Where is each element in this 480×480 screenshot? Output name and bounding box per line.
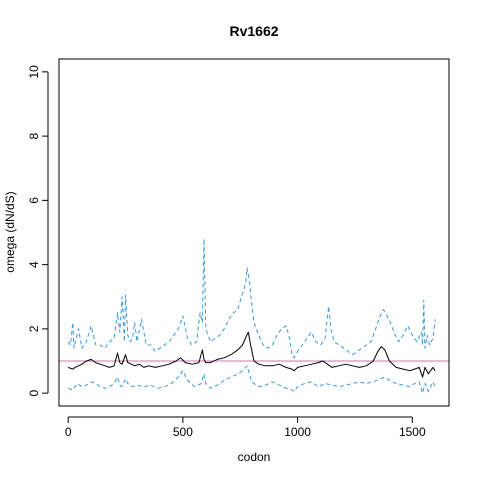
y-tick-label: 6 [27, 197, 41, 204]
x-tick-label: 0 [65, 425, 72, 439]
y-tick-label: 0 [27, 389, 41, 396]
lower-ci-line [68, 365, 436, 394]
y-axis-label: omega (dN/dS) [3, 191, 17, 272]
y-tick-label: 8 [27, 132, 41, 139]
chart-title: Rv1662 [229, 23, 278, 39]
omega-line [68, 331, 436, 378]
upper-ci-line [67, 238, 436, 359]
y-tick-label: 10 [27, 65, 41, 79]
y-tick-label: 2 [27, 325, 41, 332]
x-tick-label: 500 [173, 425, 193, 439]
axes-layer: 0 500 1000 1500 0 2 4 6 8 10 [27, 65, 426, 439]
plot-frame [58, 58, 450, 407]
series-layer [59, 238, 449, 394]
x-tick-label: 1500 [399, 425, 426, 439]
x-axis-label: codon [238, 450, 271, 464]
y-tick-label: 4 [27, 261, 41, 268]
x-tick-label: 1000 [284, 425, 311, 439]
